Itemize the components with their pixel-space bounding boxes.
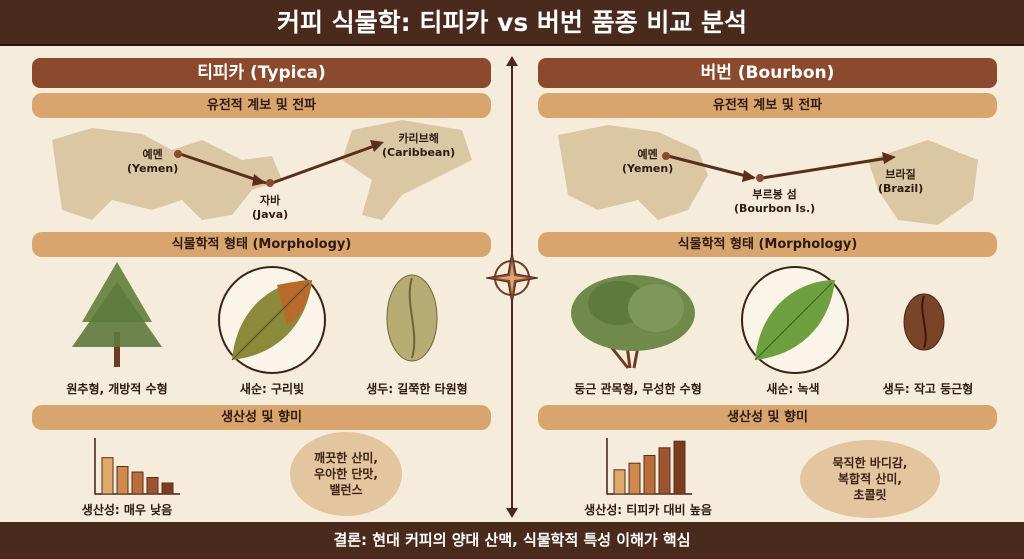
page-title: 커피 식물학: 티피카 vs 버번 품종 비교 분석 [0, 0, 1024, 46]
map-label-yemen: 예멘 (Yemen) [127, 148, 179, 175]
bourbon-productivity-chart [606, 438, 692, 495]
chart-bar [613, 469, 626, 495]
bourbon-genetics-header: 유전적 계보 및 전파 [538, 93, 997, 118]
bourbon-leaf-label: 새순: 녹색 [766, 382, 820, 396]
typica-title: 티피카 (Typica) [32, 58, 491, 88]
bourbon-title: 버번 (Bourbon) [538, 58, 997, 88]
typica-leaf-label: 새순: 구리빛 [239, 382, 305, 396]
chart-bar [673, 440, 686, 495]
chart-bar [643, 455, 656, 495]
conical-tree-icon [72, 262, 162, 367]
elongated-bean-icon [386, 274, 438, 362]
round-bean-icon [903, 293, 945, 351]
typica-flavor-bubble: 깨끗한 산미, 우아한 단맛, 밸런스 [290, 432, 402, 516]
bourbon-productivity-label: 생산성: 티피카 대비 높음 [584, 503, 712, 517]
chart-bar [101, 457, 114, 495]
arrow-up-icon [506, 56, 518, 66]
chart-bar [131, 471, 144, 495]
arrow-down-icon [506, 508, 518, 518]
map-label-yemen: 예멘 (Yemen) [622, 148, 674, 175]
typica-shape-label: 원추형, 개방적 수형 [66, 382, 168, 396]
map-label-brazil: 브라질 (Brazil) [878, 168, 924, 195]
round-bush-icon [571, 275, 695, 369]
bourbon-morphology-header: 식물학적 형태 (Morphology) [538, 232, 997, 257]
map-label-caribbean: 카리브해 (Caribbean) [382, 132, 456, 159]
typica-column: 티피카 (Typica) 유전적 계보 및 전파 예멘 (Yemen) 자바 (… [32, 0, 491, 559]
chart-bar [116, 466, 129, 495]
green-leaf-icon [741, 266, 849, 374]
chart-bar [161, 482, 174, 495]
typica-bean-label: 생두: 길쭉한 타원형 [366, 382, 468, 396]
typica-map [52, 120, 472, 220]
chart-bar [628, 462, 641, 495]
conclusion-footer: 결론: 현대 커피의 양대 산맥, 식물학적 특성 이해가 핵심 [0, 522, 1024, 559]
bourbon-bean-label: 생두: 작고 둥근형 [882, 382, 974, 396]
copper-leaf-icon [218, 266, 326, 374]
bourbon-production-header: 생산성 및 향미 [538, 405, 997, 430]
bourbon-column: 버번 (Bourbon) 유전적 계보 및 전파 예멘 (Yemen) 부르봉 … [538, 0, 997, 559]
typica-productivity-label: 생산성: 매우 낮음 [81, 503, 173, 517]
chart-bar [146, 477, 159, 495]
bourbon-map [558, 125, 978, 225]
map-label-java: 자바 (Java) [252, 194, 289, 221]
compass-rose-icon [485, 251, 539, 305]
bourbon-shape-label: 둥근 관목형, 무성한 수형 [574, 382, 702, 396]
map-label-bourbon-island-text: 부르봉 섬 (Bourbon Is.) [734, 188, 816, 215]
bourbon-flavor-bubble: 묵직한 바디감, 복합적 산미, 초콜릿 [800, 440, 940, 518]
chart-bar [658, 447, 671, 495]
typica-morphology-header: 식물학적 형태 (Morphology) [32, 232, 491, 257]
typica-genetics-header: 유전적 계보 및 전파 [32, 93, 491, 118]
typica-production-header: 생산성 및 향미 [32, 405, 491, 430]
typica-productivity-chart [94, 438, 180, 495]
